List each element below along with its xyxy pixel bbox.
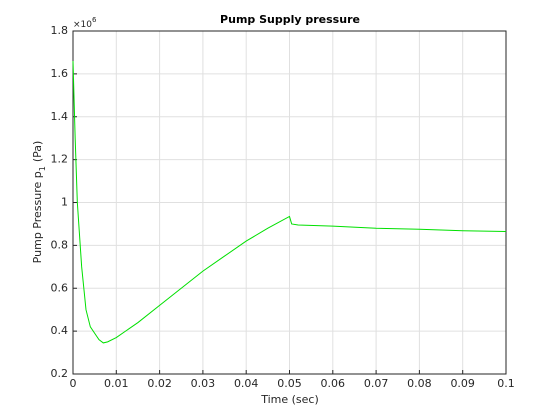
y-tick-label: 0.4 <box>51 324 69 337</box>
x-tick-label: 0.07 <box>364 377 389 390</box>
x-tick-label: 0.1 <box>497 377 515 390</box>
y-label-subscript: 1 <box>38 166 47 171</box>
y-axis-label: Pump Pressure p1 (Pa) <box>31 141 47 264</box>
x-tick-label: 0.09 <box>450 377 475 390</box>
y-tick-label: 0.2 <box>51 367 69 380</box>
y-multiplier-exponent: 6 <box>92 16 97 24</box>
y-multiplier-base: ×10 <box>73 20 92 30</box>
y-tick-label: 1.8 <box>51 24 69 37</box>
y-tick-label: 1.4 <box>51 110 69 123</box>
y-tick-label: 1.6 <box>51 67 69 80</box>
x-tick-label: 0.05 <box>277 377 302 390</box>
x-tick-label: 0.06 <box>321 377 346 390</box>
y-tick-label: 1 <box>61 196 68 209</box>
y-label-text: Pump Pressure p <box>31 171 44 263</box>
y-tick-label: 0.8 <box>51 238 69 251</box>
y-multiplier: ×106 <box>73 16 97 30</box>
y-tick-label: 1.2 <box>51 153 69 166</box>
x-tick-label: 0.02 <box>147 377 172 390</box>
y-tick-label: 0.6 <box>51 281 69 294</box>
x-tick-label: 0.08 <box>407 377 432 390</box>
x-tick-label: 0.03 <box>191 377 216 390</box>
axes-box <box>72 30 507 375</box>
x-tick-label: 0 <box>70 377 77 390</box>
line-series <box>72 60 507 344</box>
x-axis-label: Time (sec) <box>260 393 319 406</box>
x-tick-label: 0.01 <box>104 377 129 390</box>
y-label-unit: (Pa) <box>31 141 44 162</box>
chart-title: Pump Supply pressure <box>220 13 360 26</box>
x-tick-label: 0.04 <box>234 377 259 390</box>
